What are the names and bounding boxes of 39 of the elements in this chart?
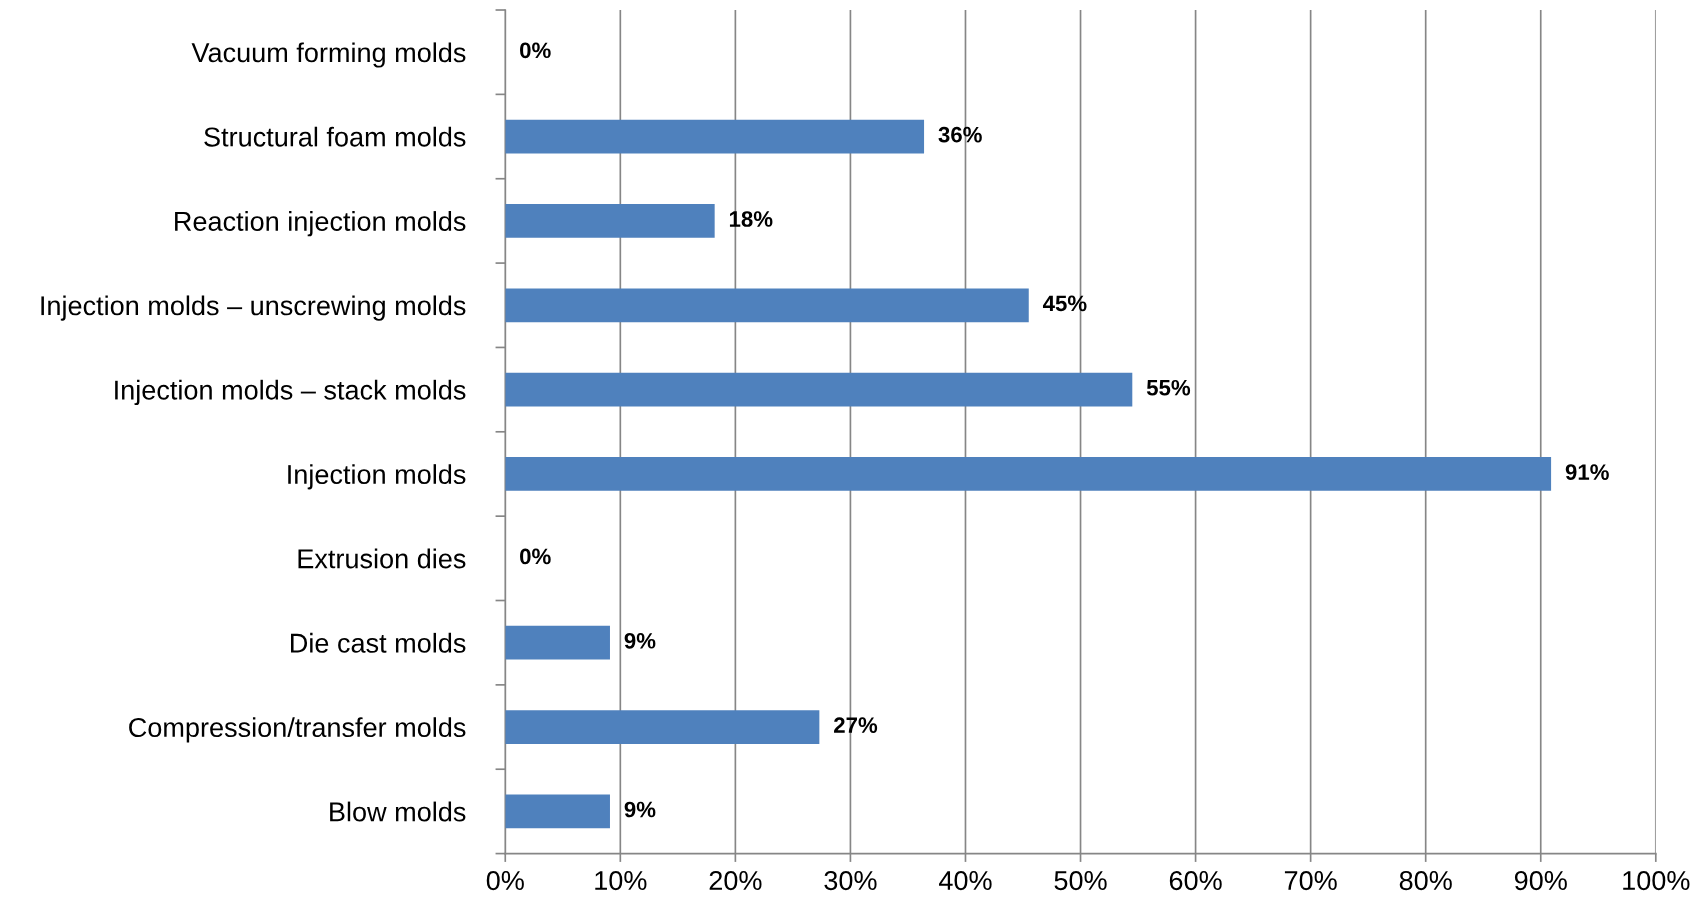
x-tick-label: 10% (595, 870, 647, 891)
y-tick-label: Injection molds – stack molds (115, 379, 466, 406)
y-tick-label: Injection molds (288, 464, 466, 490)
data-label: 36% (938, 126, 982, 143)
y-tick-label: Vacuum forming molds (191, 42, 466, 68)
data-label: 55% (1146, 379, 1191, 396)
x-tick-label: 0% (486, 870, 524, 891)
y-tick-label: Injection molds – unscrewing molds (41, 295, 466, 321)
data-label: 91% (1565, 464, 1609, 480)
x-tick-label: 20% (709, 870, 762, 891)
y-tick-label: Compression/transfer molds (129, 717, 466, 743)
x-tick-label: 30% (824, 870, 877, 891)
bar (505, 710, 820, 744)
bar (505, 204, 715, 238)
data-label: 9% (624, 632, 656, 649)
bar (505, 372, 1133, 407)
x-tick-label: 70% (1284, 870, 1337, 891)
x-tick-label: 80% (1399, 870, 1452, 891)
bar (505, 625, 610, 660)
bar (505, 119, 925, 154)
data-label: 0% (520, 548, 551, 565)
x-tick-label: 90% (1514, 870, 1567, 891)
bar (505, 288, 1029, 323)
y-tick-label: Blow molds (330, 801, 466, 822)
data-label: 0% (520, 42, 551, 59)
data-label: 27% (834, 717, 878, 733)
x-tick-label: 40% (939, 870, 992, 891)
data-label: 45% (1042, 295, 1087, 312)
bar (505, 794, 610, 829)
y-tick-label: Extrusion dies (298, 548, 466, 569)
y-tick-label: Structural foam molds (204, 126, 466, 147)
bar (505, 457, 1552, 491)
data-label: 9% (624, 801, 656, 818)
y-tick-label: Die cast molds (291, 632, 466, 653)
x-tick-label: 50% (1054, 870, 1107, 891)
x-tick-label: 60% (1169, 870, 1222, 891)
y-tick-label: Reaction injection molds (175, 211, 466, 237)
x-tick-label: 100% (1623, 870, 1690, 891)
data-label: 18% (729, 211, 773, 227)
